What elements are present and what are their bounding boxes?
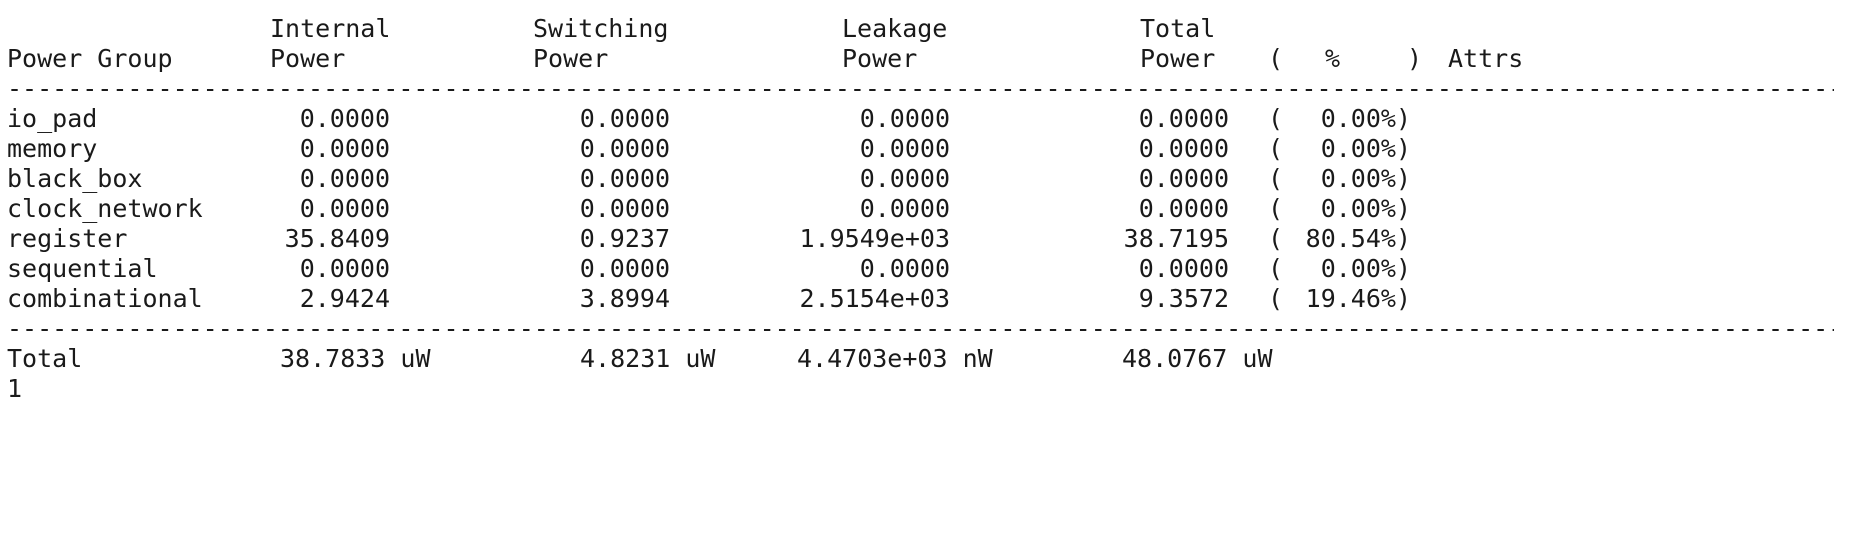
cell-total: 0.0000 [1138,194,1229,223]
table-row: combinational 2.9424 3.8994 2.5154e+03 9.357… [7,284,1857,314]
cell-total: 9.3572 [1138,284,1229,313]
cell-percent-open: ( [1268,104,1284,133]
total-switching: 4.8231 uW [580,344,716,373]
cell-switching: 0.0000 [579,134,670,163]
table-row: register 35.8409 0.9237 1.9549e+03 38.7195 (8… [7,224,1857,254]
cell-total: 0.0000 [1138,254,1229,283]
header-leakage-top: Leakage [842,14,948,43]
cell-switching: 0.0000 [579,164,670,193]
header-internal-top: Internal [270,14,391,43]
cell-leakage: 2.5154e+03 [799,284,950,313]
cell-percent: 19.46%) [1305,284,1411,313]
cell-leakage: 0.0000 [859,104,950,133]
cell-group: register [7,224,128,253]
cell-switching: 0.0000 [579,104,670,133]
power-report: Internal Switching Leakage Total Power G… [7,14,1857,404]
cell-percent-open: ( [1268,134,1284,163]
cell-percent: 80.54%) [1305,224,1411,253]
cell-percent: 0.00%) [1320,104,1411,133]
total-label: Total [7,344,83,373]
cell-total: 0.0000 [1138,164,1229,193]
cell-internal: 0.0000 [299,254,390,283]
cell-leakage: 0.0000 [859,134,950,163]
header-leakage-bottom: Power [842,44,918,73]
cell-percent-open: ( [1268,164,1284,193]
header-switching-top: Switching [533,14,669,43]
cell-internal: 2.9424 [299,284,390,313]
cell-total: 0.0000 [1138,134,1229,163]
total-leakage: 4.4703e+03 nW [797,344,993,373]
cell-group: black_box [7,164,143,193]
cell-group: memory [7,134,98,163]
header-total-top: Total [1140,14,1216,43]
header-total-bottom: Power [1140,44,1216,73]
cell-percent: 0.00%) [1320,134,1411,163]
cell-percent-open: ( [1268,224,1284,253]
header-paren-close: ) [1407,44,1423,73]
cell-leakage: 0.0000 [859,194,950,223]
cell-internal: 0.0000 [299,134,390,163]
cell-internal: 0.0000 [299,104,390,133]
table-row: clock_network 0.0000 0.0000 0.0000 0.0000 (0.… [7,194,1857,224]
cell-switching: 0.0000 [579,254,670,283]
cell-percent: 0.00%) [1320,164,1411,193]
cell-group: clock_network [7,194,203,223]
cell-group: io_pad [7,104,98,133]
cell-leakage: 1.9549e+03 [799,224,950,253]
total-internal: 38.7833 uW [280,344,431,373]
return-value-line: 1 [7,374,1857,404]
data-rows: io_pad 0.0000 0.0000 0.0000 0.0000(0.00%) mem… [7,104,1857,314]
cell-total: 38.7195 [1123,224,1229,253]
header-row-bottom: Power Group Power Power Power Power ( % … [7,44,1857,74]
cell-leakage: 0.0000 [859,254,950,283]
cell-leakage: 0.0000 [859,164,950,193]
header-attrs: Attrs [1448,44,1524,73]
cell-percent-open: ( [1268,194,1284,223]
cell-group: combinational [7,284,203,313]
separator-bottom: ----------------------------------------… [7,314,1834,343]
total-row: Total 38.7833 uW 4.8231 uW 4.4703e+03 nW… [7,344,1857,374]
header-percent: % [1325,44,1341,73]
cell-percent-open: ( [1268,254,1284,283]
cell-internal: 0.0000 [299,194,390,223]
table-row: io_pad 0.0000 0.0000 0.0000 0.0000 (0.00%) [7,104,1857,134]
cell-switching: 3.8994 [579,284,670,313]
table-row: memory 0.0000 0.0000 0.0000 0.0000 (0.00%) [7,134,1857,164]
cell-switching: 0.9237 [579,224,670,253]
return-value: 1 [7,374,23,403]
cell-percent-open: ( [1268,284,1284,313]
header-internal-bottom: Power [270,44,346,73]
table-row: black_box 0.0000 0.0000 0.0000 0.0000 (0.00%) [7,164,1857,194]
cell-internal: 35.8409 [284,224,390,253]
cell-percent: 0.00%) [1320,254,1411,283]
cell-total: 0.0000 [1138,104,1229,133]
cell-internal: 0.0000 [299,164,390,193]
header-power-group: Power Group [7,44,173,73]
table-row: sequential 0.0000 0.0000 0.0000 0.0000 (0.00%… [7,254,1857,284]
header-paren-open: ( [1268,44,1284,73]
total-power: 48.0767 uW [1122,344,1273,373]
header-row-top: Internal Switching Leakage Total [7,14,1857,44]
cell-percent: 0.00%) [1320,194,1411,223]
header-switching-bottom: Power [533,44,609,73]
cell-group: sequential [7,254,158,283]
cell-switching: 0.0000 [579,194,670,223]
separator-top: ----------------------------------------… [7,74,1834,103]
